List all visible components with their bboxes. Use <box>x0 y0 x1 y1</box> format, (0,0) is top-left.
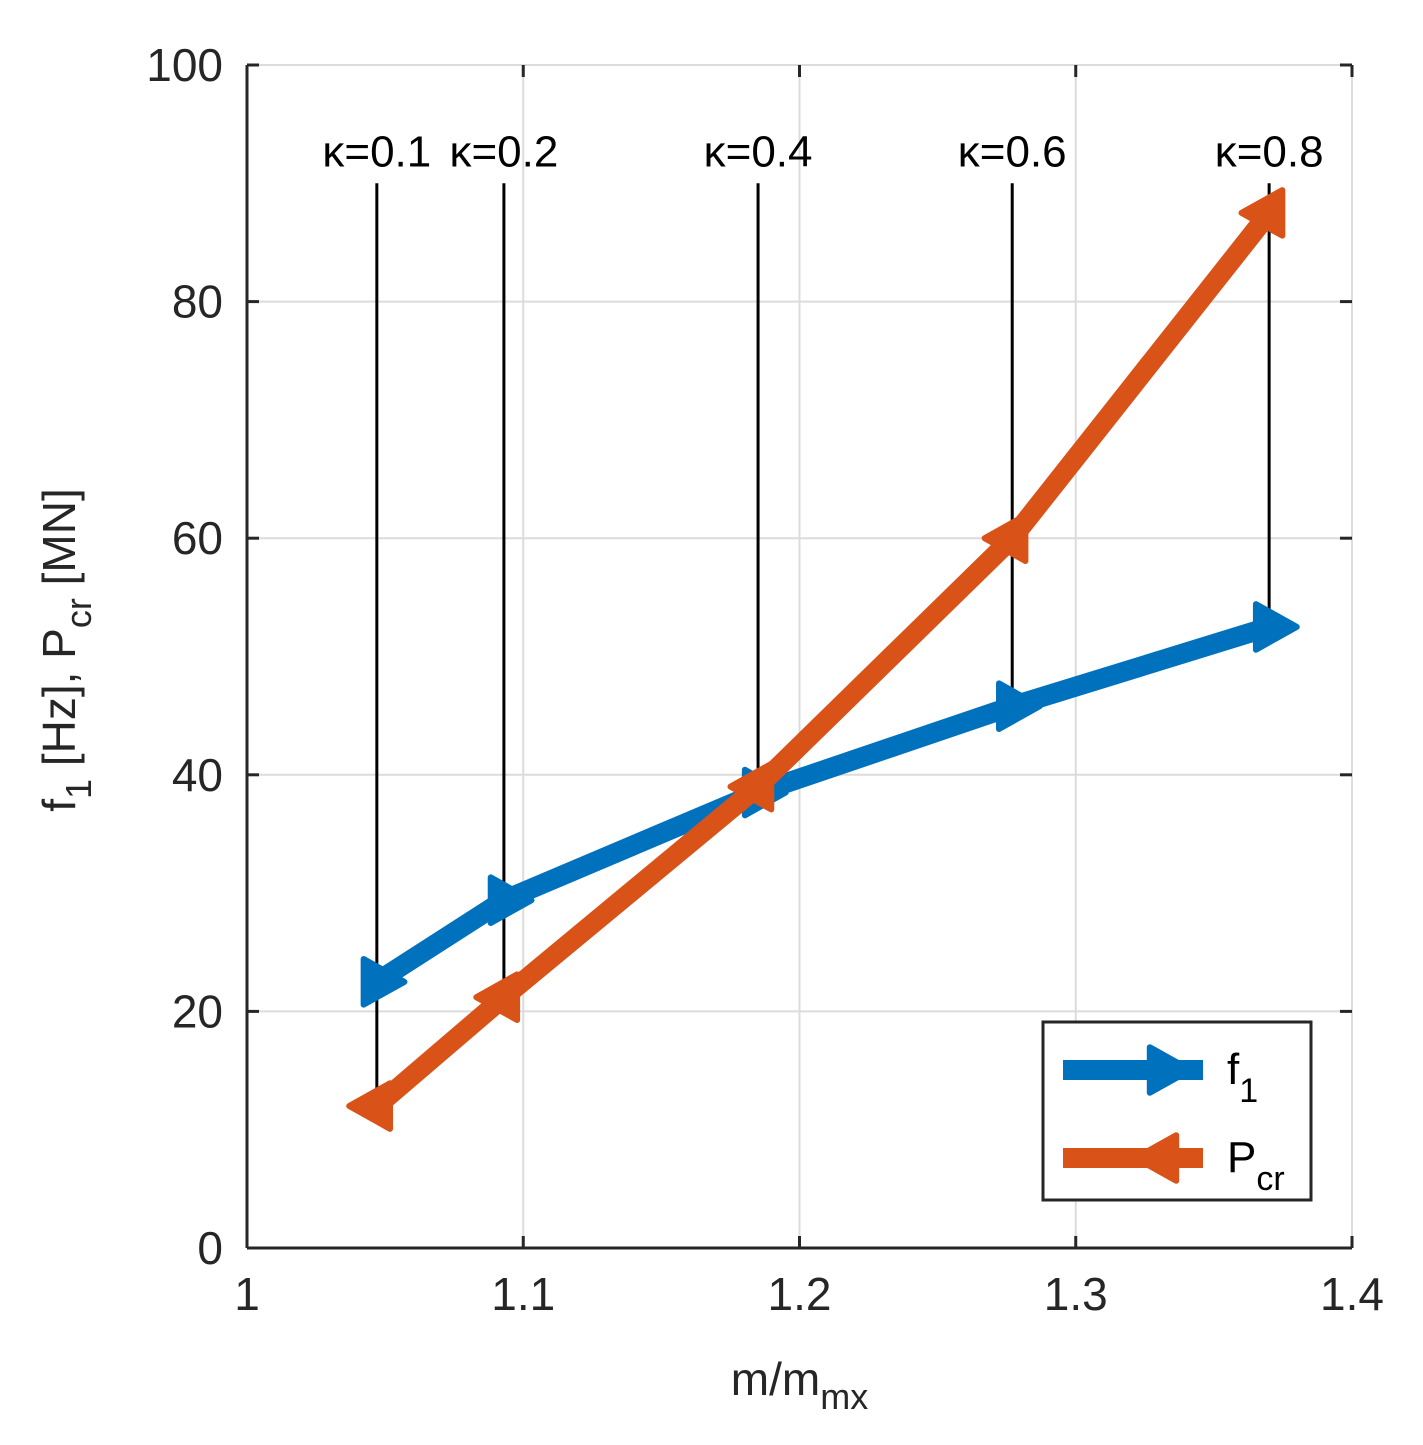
series-0-point-3 <box>996 680 1043 732</box>
y-tick-label-2: 40 <box>172 749 223 801</box>
x-axis-label: m/mmx <box>731 1353 868 1417</box>
x-tick-label-2: 1.2 <box>768 1268 832 1320</box>
y-tick-label-3: 60 <box>172 512 223 564</box>
legend-label-0: f1 <box>1227 1045 1258 1110</box>
series-1-point-0 <box>346 1080 394 1132</box>
axis-label-layer: m/mmx f1 [Hz], Pcr [MN] <box>33 488 868 1417</box>
x-tick-label-0: 1 <box>234 1268 260 1320</box>
tick-label-layer: 1 1.1 1.2 1.3 1.4 0 20 40 60 80 100 <box>146 39 1384 1320</box>
legend-swatch-marker-1 <box>1132 1132 1180 1184</box>
kappa-label-0: κ=0.1 <box>322 127 431 176</box>
series-0-point-4 <box>1252 601 1300 653</box>
y-tick-label-4: 80 <box>172 276 223 328</box>
y-axis-label: f1 [Hz], Pcr [MN] <box>33 488 99 812</box>
x-tick-label-1: 1.1 <box>491 1268 555 1320</box>
series-1-point-3 <box>981 512 1029 564</box>
x-tick-label-3: 1.3 <box>1044 1268 1108 1320</box>
y-tick-label-0: 0 <box>197 1222 223 1274</box>
y-tick-label-5: 100 <box>146 39 223 91</box>
series-1-point-2 <box>727 760 775 813</box>
series-0-point-0 <box>360 956 408 1008</box>
series-line-0 <box>366 616 1280 992</box>
kappa-label-3: κ=0.6 <box>958 127 1067 176</box>
series-1-point-1 <box>473 971 521 1024</box>
annotation-layer: κ=0.1 κ=0.2 κ=0.4 κ=0.6 κ=0.8 <box>322 127 1324 1107</box>
kappa-label-1: κ=0.2 <box>449 127 558 176</box>
axes-layer <box>245 63 1354 1250</box>
legend-swatch-marker-0 <box>1146 1044 1194 1096</box>
series-layer <box>346 187 1300 1132</box>
kappa-label-4: κ=0.8 <box>1215 127 1324 176</box>
series-0-point-1 <box>487 874 535 926</box>
series-1-point-4 <box>1238 187 1286 239</box>
x-tick-label-4: 1.4 <box>1320 1268 1384 1320</box>
y-tick-label-1: 20 <box>172 985 223 1037</box>
kappa-label-2: κ=0.4 <box>704 127 813 176</box>
legend-label-1: Pcr <box>1227 1133 1285 1198</box>
legend: f1 Pcr <box>1041 1020 1313 1202</box>
